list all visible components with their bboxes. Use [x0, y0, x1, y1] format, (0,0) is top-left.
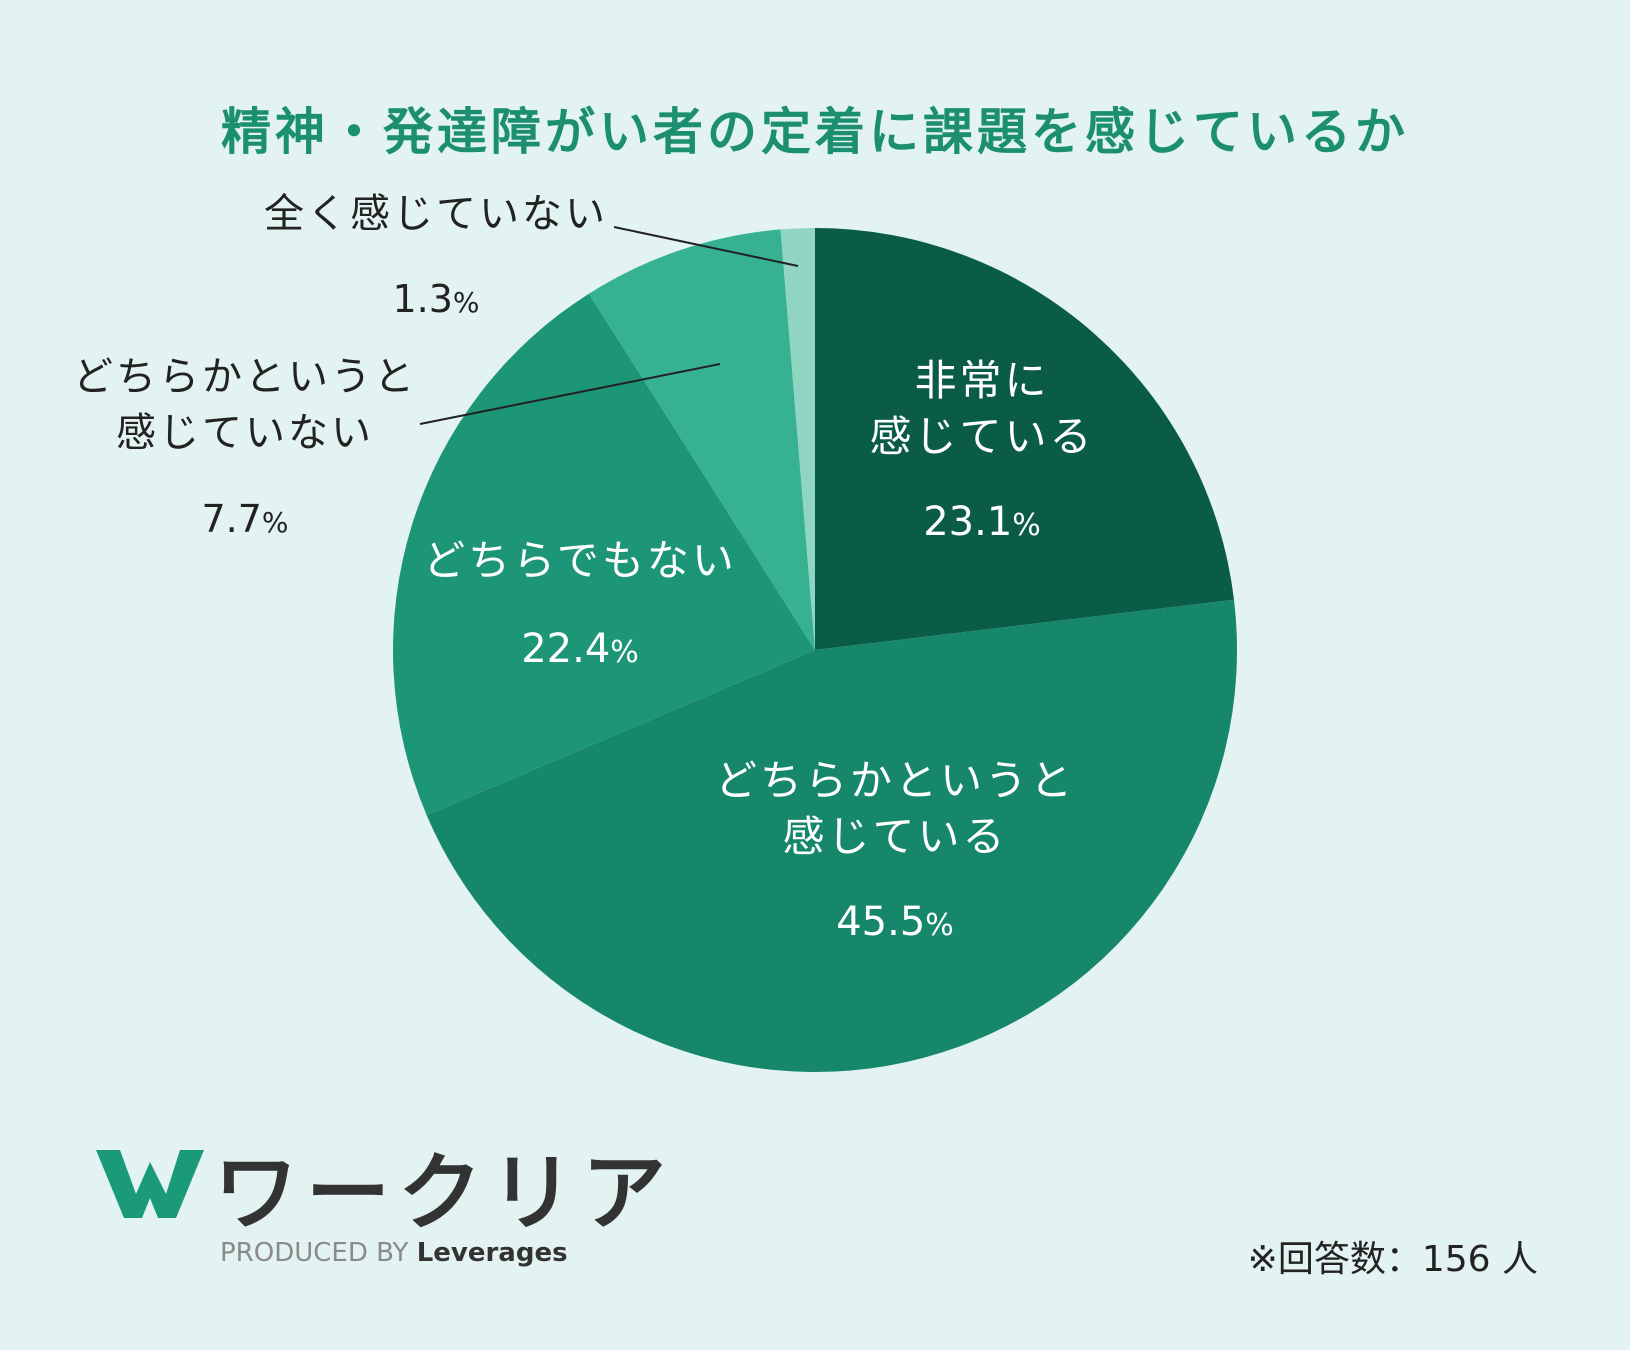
pie-slice [588, 229, 815, 650]
pie-slice [780, 228, 815, 650]
logo-w-icon [96, 1150, 204, 1218]
slice-percent-label: 23.1% [923, 499, 1041, 545]
slice-label: どちらかというと [73, 354, 417, 400]
produced-by: PRODUCED BY Leverages [220, 1238, 568, 1268]
leader-line [419, 363, 721, 425]
pie-slice [393, 293, 815, 816]
slice-percent-label: 7.7% [201, 497, 288, 541]
slice-label: 非常に [914, 356, 1049, 405]
chart-title: 精神・発達障がい者の定着に課題を感じているか [221, 103, 1409, 161]
slice-label: 全く感じていない [264, 191, 608, 237]
produced-by-text: PRODUCED BY [220, 1238, 409, 1268]
logo-name: ワークリア [214, 1144, 675, 1242]
slice-label: 感じている [782, 812, 1007, 861]
slice-label: 感じていない [116, 410, 374, 456]
slice-label: 感じている [869, 412, 1094, 461]
slice-percent-label: 45.5% [836, 899, 954, 945]
pie-slice [426, 599, 1237, 1073]
slice-label: どちらかというと [715, 756, 1075, 805]
brand-name: Leverages [416, 1238, 568, 1268]
slice-percent-label: 1.3% [392, 277, 479, 321]
slice-label: どちらでもない [423, 536, 737, 585]
response-count-note: ※回答数：156 人 [1247, 1239, 1538, 1280]
leader-line [613, 226, 799, 267]
pie-slice [815, 228, 1234, 650]
